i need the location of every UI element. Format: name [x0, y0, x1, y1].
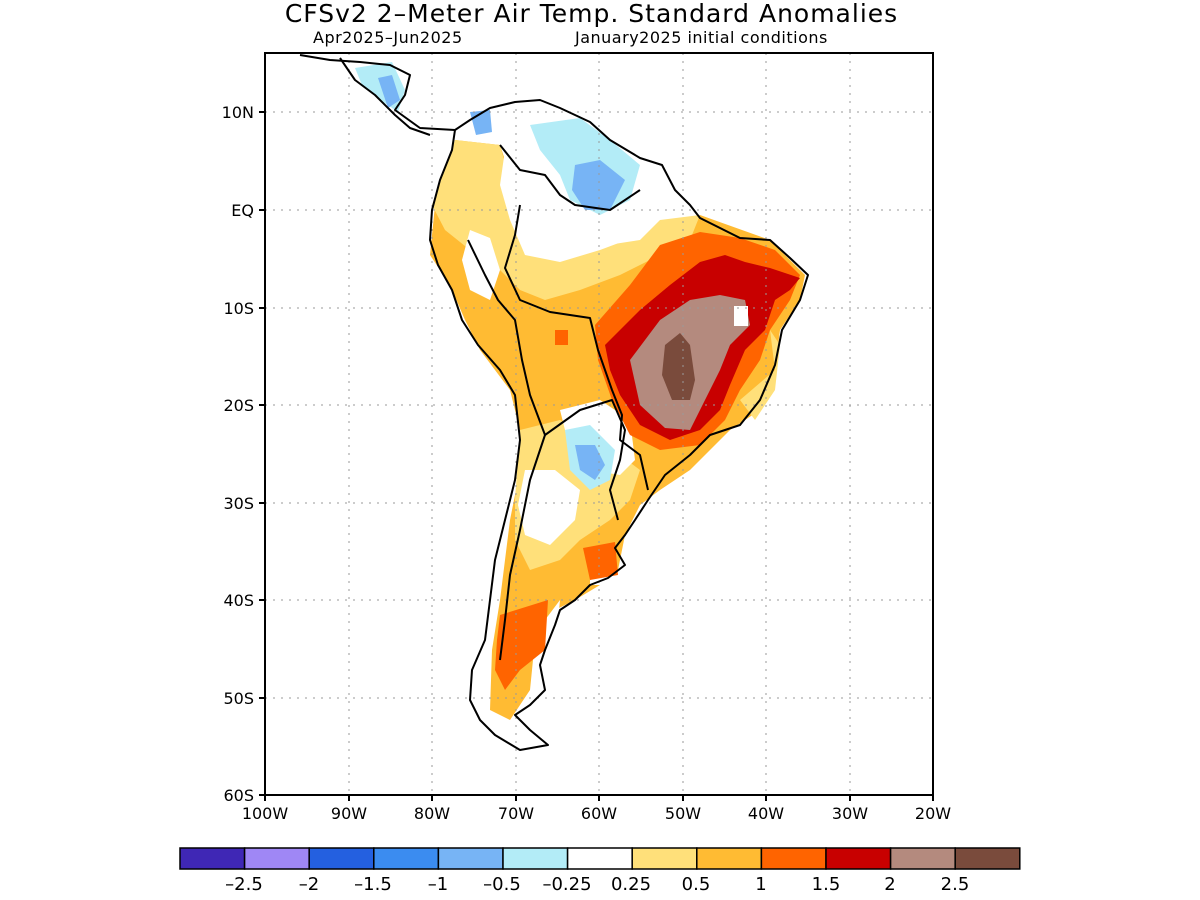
lat-label: 10S — [223, 299, 254, 318]
colorbar-label: –0.25 — [542, 874, 591, 895]
anomaly-shading — [355, 62, 805, 720]
shade-brown-brazil — [662, 333, 695, 400]
colorbar-box — [179, 847, 246, 870]
shade-blue-parana — [575, 445, 605, 480]
colorbar-box — [889, 847, 956, 870]
lat-label: 40S — [223, 591, 254, 610]
colorbar-label: –2 — [299, 874, 319, 895]
shade-white-spot — [734, 306, 748, 326]
coastline-central-america — [299, 54, 456, 131]
axis-ticks — [259, 111, 934, 801]
lon-label: 50W — [665, 804, 701, 823]
colorbar-label: –2.5 — [225, 874, 263, 895]
shade-yellow-east — [740, 330, 780, 420]
colorbar-label: –1.5 — [354, 874, 392, 895]
colorbar-box — [437, 847, 504, 870]
colorbar-label: 1 — [755, 874, 766, 895]
border-andes — [467, 239, 546, 661]
shade-blue-guyana — [572, 160, 625, 210]
colorbar-label: 2.5 — [941, 874, 970, 895]
lon-label: 30W — [832, 804, 868, 823]
border-venezuela — [499, 144, 641, 211]
colorbar-label: –1 — [428, 874, 448, 895]
coastline-south-america — [429, 99, 809, 751]
shade-white-chaco — [518, 470, 580, 545]
shade-orange-small — [555, 330, 568, 345]
colorbar-box — [825, 847, 892, 870]
lat-label: EQ — [231, 201, 254, 220]
shade-yellow-north — [432, 140, 700, 300]
colorbar-label: –0.5 — [483, 874, 521, 895]
colorbar-box — [308, 847, 375, 870]
lat-label: 20S — [223, 396, 254, 415]
colorbar-boxes — [179, 847, 1021, 870]
lon-label: 100W — [242, 804, 289, 823]
lat-label: 60S — [223, 786, 254, 805]
border-argentina-east — [544, 399, 626, 521]
map-title: CFSv2 2–Meter Air Temp. Standard Anomali… — [284, 0, 899, 28]
lat-label: 30S — [223, 494, 254, 513]
shade-orange-argentina — [583, 542, 618, 580]
lat-labels: 10N EQ 10S 20S 30S 40S 50S 60S — [222, 103, 254, 805]
lat-label: 10N — [222, 103, 254, 122]
colorbar-box — [373, 847, 440, 870]
lon-label: 60W — [581, 804, 617, 823]
lat-label: 50S — [223, 689, 254, 708]
colorbar-label: 1.5 — [812, 874, 841, 895]
lon-label: 40W — [748, 804, 784, 823]
lon-label: 80W — [414, 804, 450, 823]
lon-label: 20W — [915, 804, 951, 823]
forecast-period: Apr2025–Jun2025 — [313, 28, 463, 47]
colorbar-label: 0.5 — [682, 874, 711, 895]
lon-label: 90W — [331, 804, 367, 823]
initial-conditions: January2025 initial conditions — [575, 28, 828, 47]
colorbar-box — [631, 847, 698, 870]
coastline-central-america-pacific — [339, 57, 431, 136]
colorbar-box — [243, 847, 310, 870]
colorbar-box — [760, 847, 827, 870]
colorbar: –2.5 –2 –1.5 –1 –0.5 –0.25 0.25 0.5 1 1.… — [179, 847, 1021, 895]
lon-labels: 100W 90W 80W 70W 60W 50W 40W 30W 20W — [242, 804, 951, 823]
colorbar-box — [566, 847, 633, 870]
lon-label: 70W — [498, 804, 534, 823]
colorbar-label: 0.25 — [611, 874, 651, 895]
colorbar-box — [502, 847, 569, 870]
colorbar-box — [954, 847, 1021, 870]
shade-orange-patagonia — [495, 600, 548, 690]
colorbar-box — [696, 847, 763, 870]
colorbar-label: 2 — [884, 874, 895, 895]
shade-blue-central — [378, 75, 400, 108]
coastlines — [299, 54, 809, 751]
